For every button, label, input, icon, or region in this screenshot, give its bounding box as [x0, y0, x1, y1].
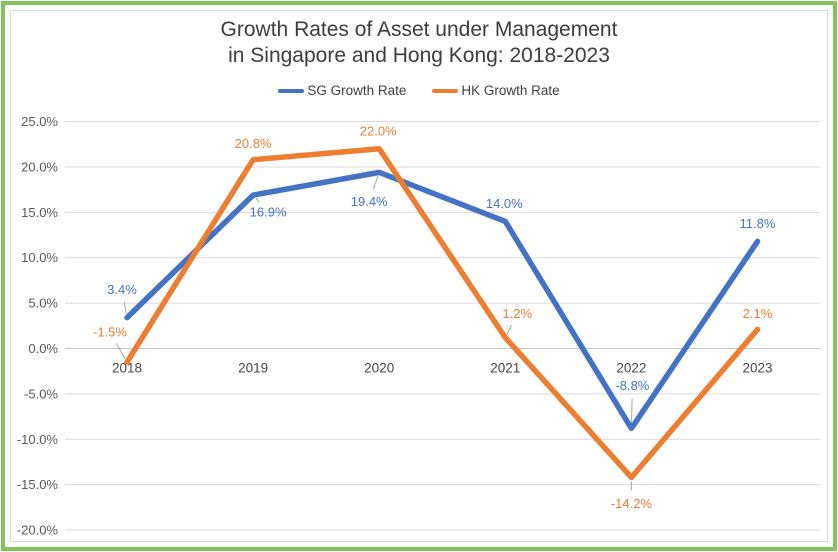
sg-data-label: 19.4% — [351, 194, 388, 209]
data-label-leader-line — [115, 343, 126, 359]
legend-item-sg: SG Growth Rate — [278, 83, 406, 98]
data-label-leader-line — [630, 398, 633, 425]
data-label-leader-line — [372, 176, 379, 190]
x-tick-label: 2019 — [238, 361, 268, 376]
sg-data-label: 3.4% — [107, 282, 137, 297]
y-tick-label: 20.0% — [21, 159, 58, 174]
chart-legend: SG Growth Rate HK Growth Rate — [0, 83, 838, 98]
y-tick-label: -15.0% — [17, 477, 59, 492]
sg-data-label: 16.9% — [250, 205, 287, 220]
hk-line-marker-icon — [432, 88, 459, 93]
y-tick-label: 15.0% — [21, 205, 58, 220]
sg-growth-line — [124, 169, 761, 432]
data-label-leader-line — [255, 197, 260, 203]
x-tick-label: 2020 — [364, 361, 394, 376]
y-tick-label: 5.0% — [28, 296, 58, 311]
hk-data-label: 1.2% — [502, 306, 532, 321]
sg-data-label: 11.8% — [740, 216, 776, 231]
hk-data-label: -1.5% — [93, 325, 127, 340]
legend-label-sg: SG Growth Rate — [307, 83, 407, 98]
data-label-leader-line — [123, 302, 127, 314]
hk-data-label: 22.0% — [360, 123, 397, 138]
y-tick-label: 25.0% — [21, 114, 58, 129]
legend-label-hk: HK Growth Rate — [461, 83, 560, 98]
hk-data-label: 20.8% — [235, 136, 272, 151]
y-tick-label: -20.0% — [17, 523, 59, 538]
sg-line-marker-icon — [278, 88, 305, 93]
chart-title-line2: in Singapore and Hong Kong: 2018-2023 — [228, 44, 610, 67]
hk-data-label: -14.2% — [611, 496, 653, 511]
chart-title-line1: Growth Rates of Asset under Management — [220, 18, 618, 41]
x-tick-label: 2022 — [616, 361, 646, 376]
y-tick-label: 10.0% — [21, 250, 58, 265]
y-tick-label: 0.0% — [28, 341, 58, 356]
sg-data-label: 14.0% — [486, 196, 523, 211]
x-tick-label: 2021 — [490, 361, 520, 376]
legend-item-hk: HK Growth Rate — [432, 83, 560, 98]
sg-data-label: -8.8% — [615, 378, 649, 393]
x-tick-label: 2018 — [112, 361, 142, 376]
hk-growth-line — [124, 146, 761, 481]
hk-data-label: 2.1% — [743, 306, 773, 321]
chart-title: Growth Rates of Asset under Management i… — [0, 17, 838, 69]
y-tick-label: -10.0% — [17, 432, 59, 447]
x-tick-label: 2023 — [742, 361, 772, 376]
data-label-leader-line — [506, 325, 512, 335]
y-tick-label: -5.0% — [24, 386, 58, 401]
